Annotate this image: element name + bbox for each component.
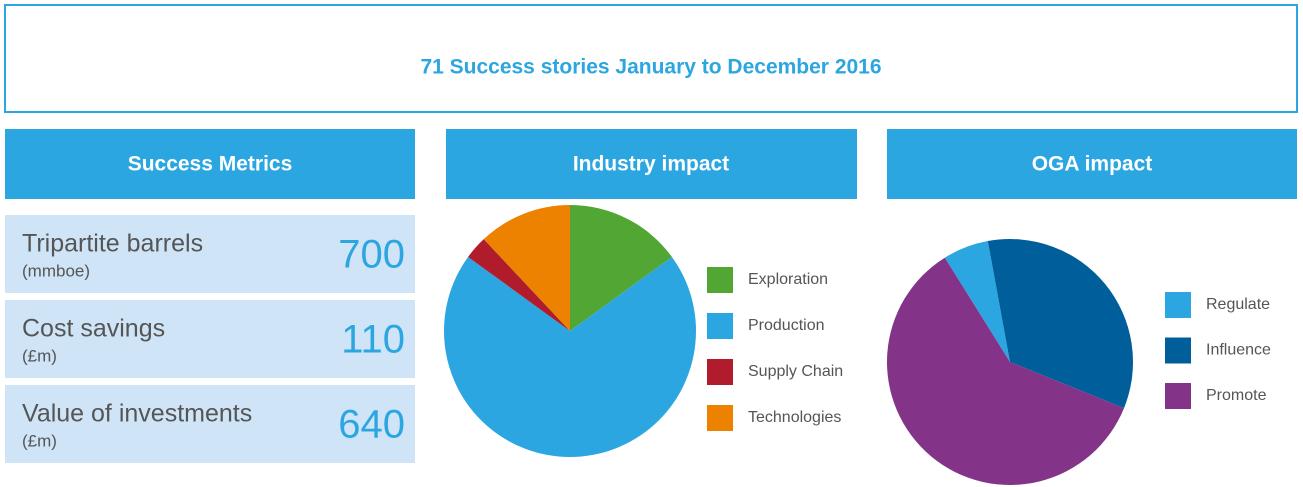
title-box: [4, 4, 1298, 113]
legend-label: Supply Chain: [748, 363, 843, 380]
legend-swatch: [707, 405, 733, 431]
legend-label: Influence: [1206, 342, 1271, 359]
metric-value: 110: [341, 318, 405, 362]
metric-label: Tripartite barrels: [22, 230, 203, 258]
page-title: 71 Success stories January to December 2…: [420, 56, 881, 79]
pie-slice: [468, 239, 570, 331]
legend-label: Exploration: [748, 271, 828, 288]
legend-swatch: [707, 267, 733, 293]
legend-swatch: [707, 313, 733, 339]
chart-title: Industry impact: [573, 153, 729, 176]
header-box: [887, 129, 1297, 199]
metric-unit: (mmboe): [22, 261, 90, 280]
pie-slice: [444, 256, 697, 458]
metric-unit: (£m): [22, 431, 57, 450]
metric-box: [5, 385, 415, 463]
header-box: [446, 129, 857, 199]
legend-swatch: [707, 359, 733, 385]
metric-unit: (£m): [22, 346, 57, 365]
pie-slice: [483, 205, 570, 331]
legend-swatch: [1165, 292, 1191, 318]
pie-slice: [987, 239, 1133, 409]
pie-slice: [944, 241, 1010, 362]
metric-box: [5, 300, 415, 378]
metric-label: Cost savings: [22, 315, 165, 343]
metrics-heading: Success Metrics: [128, 153, 293, 176]
metric-label: Value of investments: [22, 400, 252, 428]
metric-box: [5, 215, 415, 293]
legend-label: Production: [748, 317, 825, 334]
pie-slice: [570, 205, 672, 331]
pie-slice: [886, 257, 1125, 486]
legend-label: Technologies: [748, 409, 841, 426]
legend-label: Regulate: [1206, 296, 1270, 313]
metric-value: 700: [338, 233, 405, 277]
legend-label: Promote: [1206, 387, 1267, 404]
legend-swatch: [1165, 337, 1191, 364]
chart-title: OGA impact: [1032, 153, 1153, 176]
metric-value: 640: [338, 403, 405, 447]
legend-swatch: [1165, 383, 1191, 409]
header-box: [5, 129, 415, 199]
